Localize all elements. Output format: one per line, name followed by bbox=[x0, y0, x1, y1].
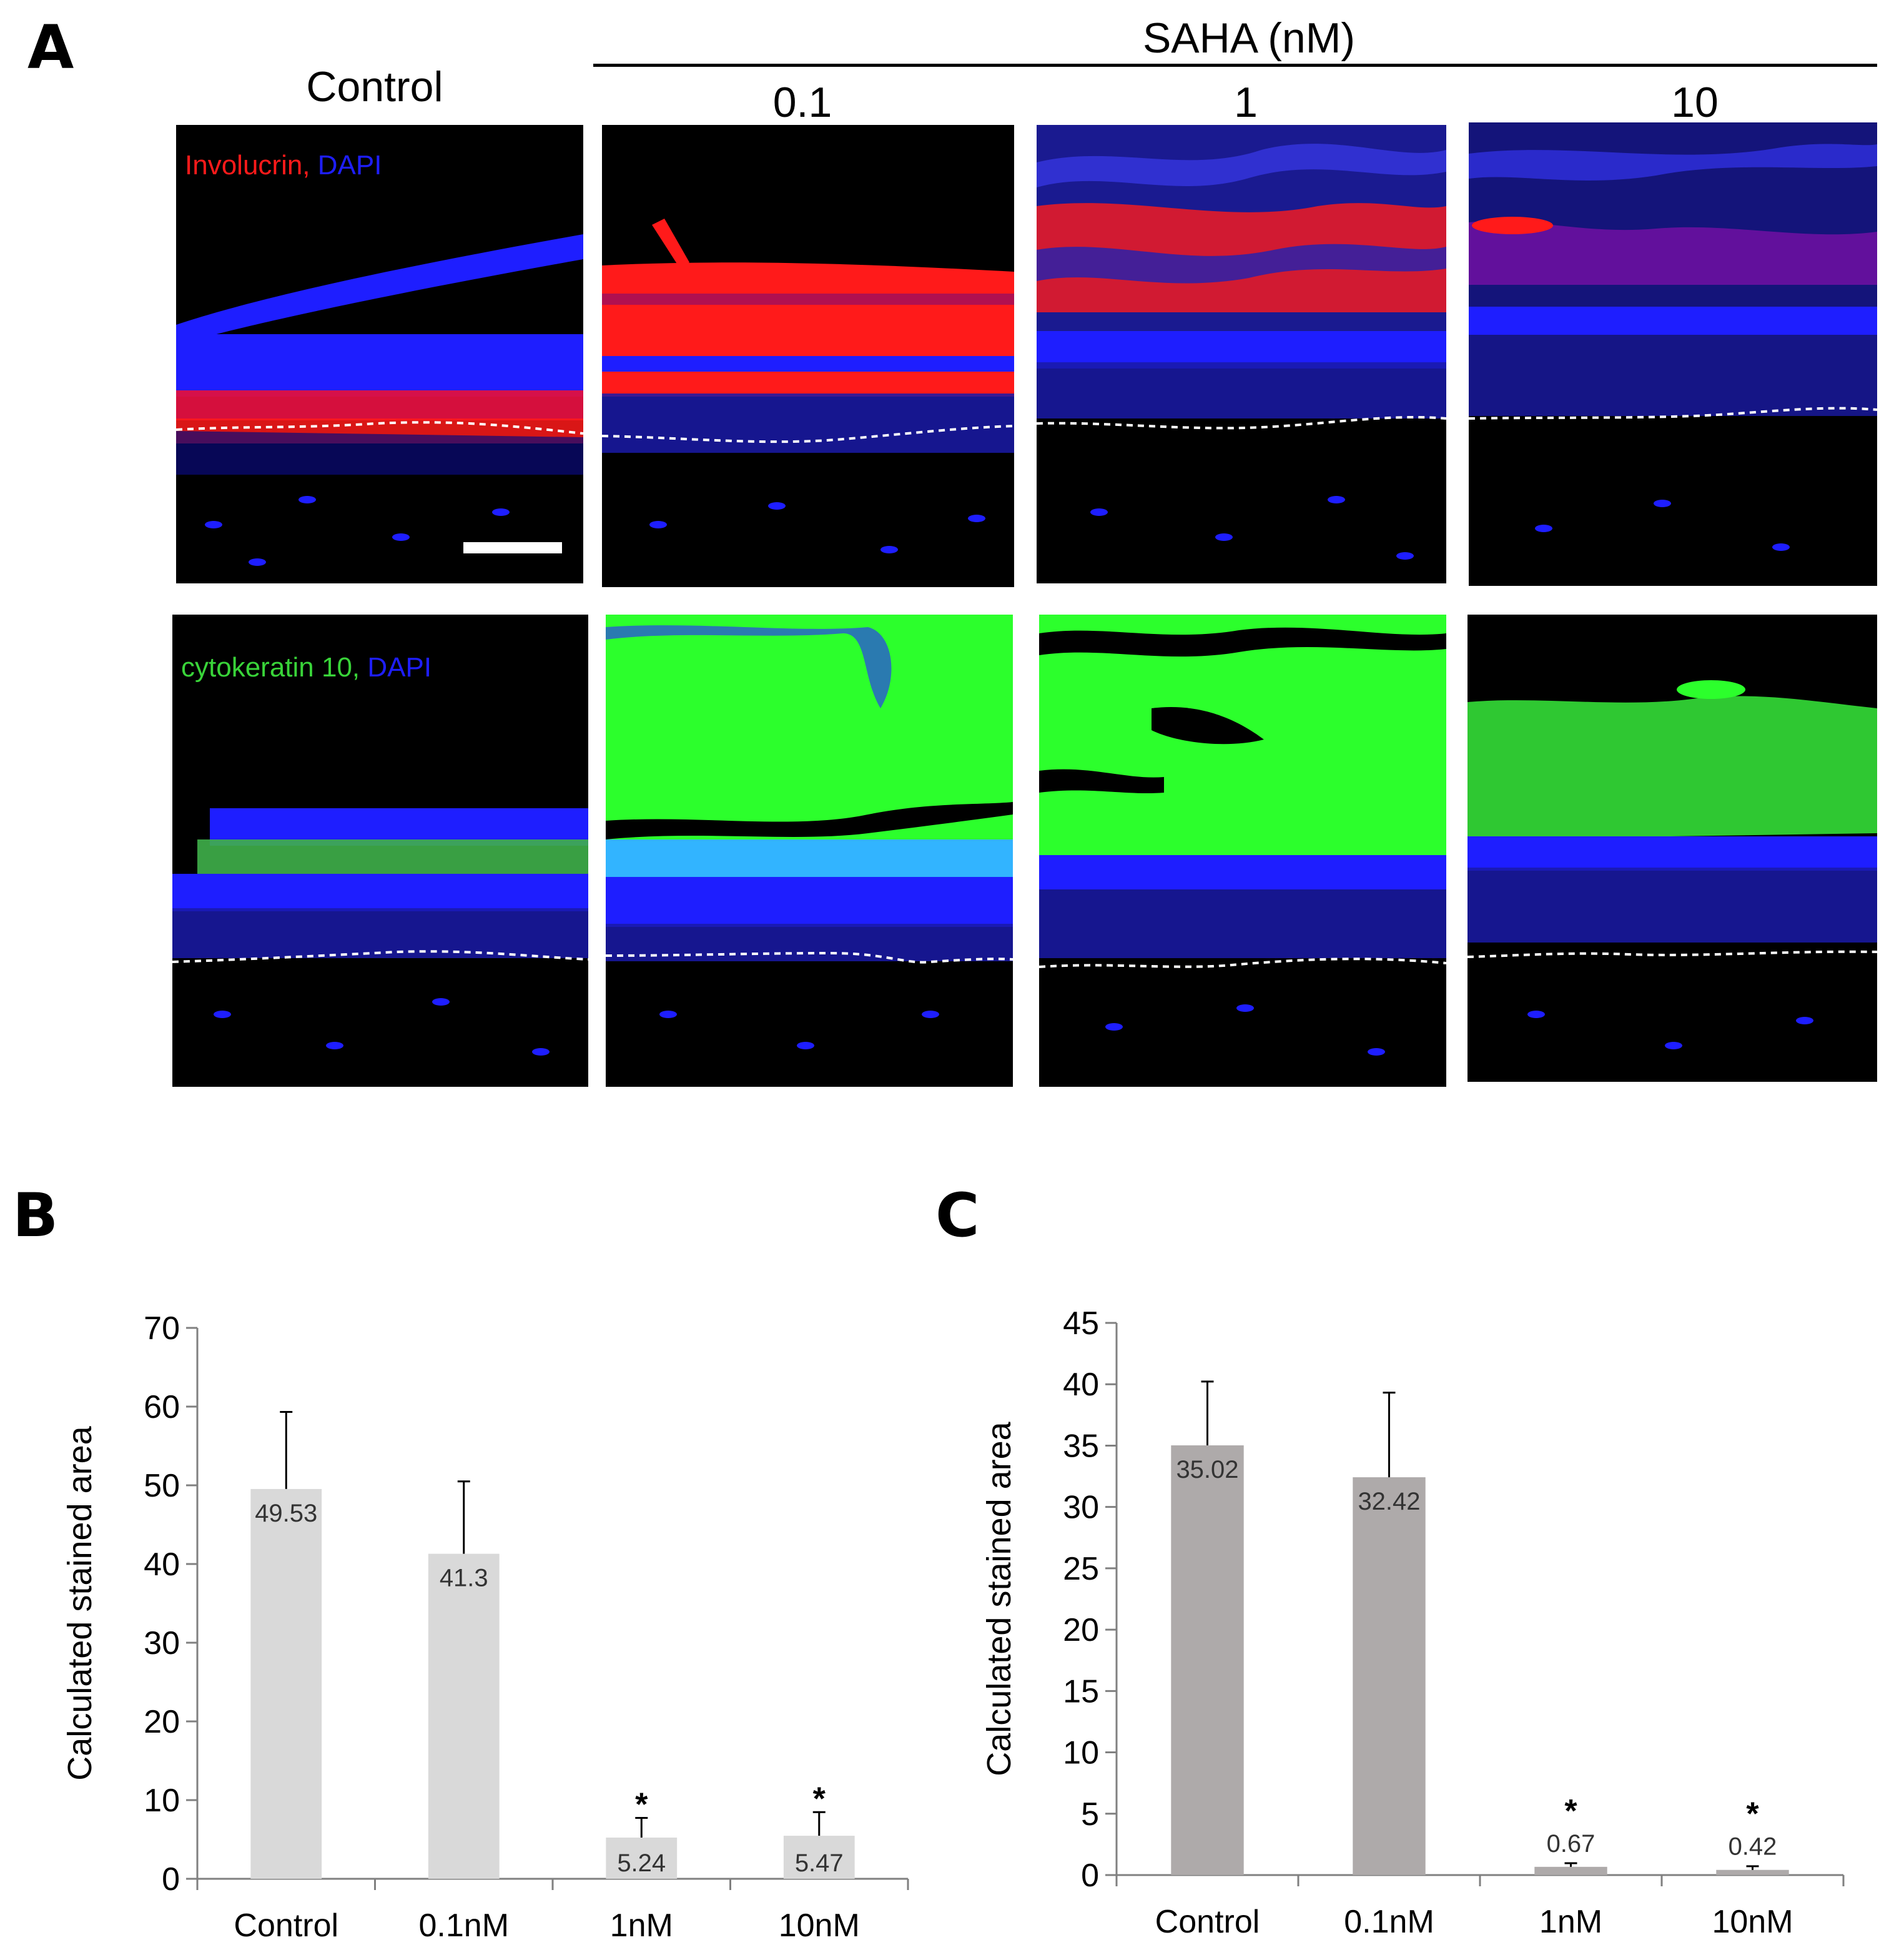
significance-mark-b-2: * bbox=[635, 1786, 648, 1823]
y-tick-label-c-0: 0 bbox=[1081, 1858, 1099, 1894]
bar-c-3 bbox=[1716, 1869, 1789, 1875]
panel-letter-a: A bbox=[27, 12, 74, 82]
y-tick-label-c-5: 25 bbox=[1063, 1551, 1099, 1587]
bar-c-0 bbox=[1171, 1445, 1244, 1875]
data-label-c-3: 0.42 bbox=[1729, 1833, 1777, 1861]
micrograph-involucrin-1 bbox=[1037, 125, 1446, 583]
significance-mark-c-2: * bbox=[1564, 1793, 1577, 1829]
column-label-1: 1 bbox=[1234, 79, 1258, 126]
x-tick-label-b-0: Control bbox=[234, 1908, 338, 1944]
data-label-b-1: 41.3 bbox=[440, 1565, 488, 1592]
data-label-b-3: 5.47 bbox=[795, 1849, 844, 1877]
counter-label-dapi-2: DAPI bbox=[367, 652, 432, 683]
counter-label-dapi: DAPI bbox=[317, 150, 382, 181]
bar-b-3 bbox=[783, 1836, 855, 1879]
y-tick-label-b-5: 50 bbox=[144, 1468, 180, 1504]
bar-chart-c: 0 5 10 15 20 25 30 35 40 45 Calculated stained are… bbox=[980, 1305, 1845, 1940]
micrograph-involucrin-control: Involucrin, DAPI bbox=[176, 125, 583, 583]
x-tick-label-c-0: Control bbox=[1155, 1904, 1260, 1940]
y-tick-label-b-2: 20 bbox=[144, 1704, 180, 1740]
y-tick-label-b-7: 70 bbox=[144, 1310, 180, 1347]
column-label-0-1: 0.1 bbox=[772, 79, 832, 126]
group-header-saha: SAHA (nM) bbox=[1142, 14, 1356, 62]
data-label-c-1: 32.42 bbox=[1358, 1488, 1420, 1515]
y-tick-label-c-3: 15 bbox=[1063, 1673, 1099, 1710]
marker-label-cytokeratin10: cytokeratin 10, bbox=[181, 652, 360, 683]
x-tick-label-c-2: 1nM bbox=[1539, 1904, 1602, 1940]
x-tick-label-b-1: 0.1nM bbox=[418, 1908, 509, 1944]
y-tick-label-c-4: 20 bbox=[1063, 1612, 1099, 1648]
x-tick-label-c-3: 10nM bbox=[1712, 1904, 1793, 1940]
data-label-c-2: 0.67 bbox=[1547, 1830, 1596, 1858]
bar-c-1 bbox=[1353, 1477, 1426, 1875]
row-label-cytokeratin10: cytokeratin 10, DAPI bbox=[181, 652, 432, 683]
bar-b-0 bbox=[250, 1488, 322, 1879]
bar-chart-b: 0 10 20 30 40 50 60 70 Calculated stained area 49… bbox=[61, 1310, 909, 1944]
y-tick-label-b-4: 40 bbox=[144, 1547, 180, 1583]
y-tick-label-b-3: 30 bbox=[144, 1625, 180, 1661]
group-header-line bbox=[593, 64, 1877, 67]
y-tick-label-b-6: 60 bbox=[144, 1389, 180, 1425]
column-label-10: 10 bbox=[1671, 79, 1719, 126]
marker-label-involucrin: Involucrin, bbox=[185, 150, 310, 181]
row-label-involucrin: Involucrin, DAPI bbox=[185, 150, 382, 181]
significance-mark-c-3: * bbox=[1746, 1796, 1759, 1833]
y-tick-label-c-7: 35 bbox=[1063, 1428, 1099, 1464]
bar-b-2 bbox=[606, 1837, 678, 1879]
data-label-c-0: 35.02 bbox=[1176, 1456, 1238, 1483]
data-label-b-2: 5.24 bbox=[617, 1849, 666, 1877]
panel-letter-c: C bbox=[935, 1180, 980, 1250]
panel-letter-b: B bbox=[12, 1180, 59, 1250]
x-tick-label-b-2: 1nM bbox=[610, 1908, 673, 1944]
micrograph-ck10-0-1 bbox=[606, 615, 1013, 1087]
y-tick-label-c-1: 5 bbox=[1081, 1796, 1099, 1833]
y-tick-label-c-2: 10 bbox=[1063, 1735, 1099, 1771]
micrograph-involucrin-10 bbox=[1469, 122, 1877, 586]
y-axis-title-c: Calculated stained area bbox=[980, 1421, 1018, 1776]
x-tick-label-b-3: 10nM bbox=[779, 1908, 860, 1944]
y-tick-label-b-0: 0 bbox=[162, 1861, 180, 1898]
significance-mark-b-3: * bbox=[813, 1781, 826, 1817]
bar-c-2 bbox=[1534, 1866, 1607, 1875]
y-tick-label-c-9: 45 bbox=[1063, 1305, 1099, 1342]
micrograph-involucrin-0-1 bbox=[602, 125, 1014, 587]
micrograph-ck10-1 bbox=[1039, 615, 1446, 1087]
micrograph-ck10-control: cytokeratin 10, DAPI bbox=[172, 615, 588, 1087]
x-tick-label-c-1: 0.1nM bbox=[1344, 1904, 1434, 1940]
micrograph-ck10-10 bbox=[1467, 615, 1877, 1082]
y-tick-label-c-8: 40 bbox=[1063, 1367, 1099, 1403]
y-axis-title-b: Calculated stained area bbox=[61, 1425, 99, 1780]
bar-b-1 bbox=[428, 1553, 500, 1879]
y-tick-label-b-1: 10 bbox=[144, 1783, 180, 1819]
data-label-b-0: 49.53 bbox=[255, 1500, 317, 1527]
column-label-control: Control bbox=[306, 63, 443, 111]
y-tick-label-c-6: 30 bbox=[1063, 1490, 1099, 1526]
